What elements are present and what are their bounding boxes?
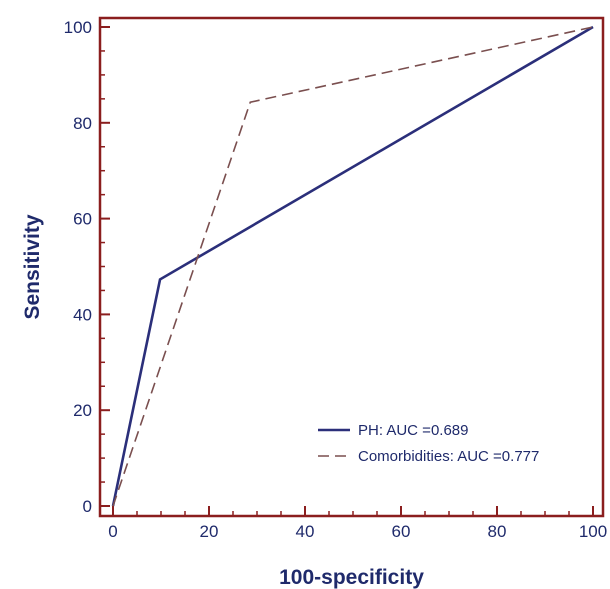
y-tick-label: 20 [73,401,92,420]
y-tick-label: 60 [73,210,92,229]
legend: PH: AUC =0.689 Comorbidities: AUC =0.777 [318,422,539,465]
y-axis-ticks: 0 20 40 60 80 100 [64,18,110,516]
y-tick-label: 40 [73,305,92,324]
legend-label-1: PH: AUC =0.689 [358,422,468,439]
x-tick-label: 80 [488,522,507,541]
y-tick-label: 0 [83,497,92,516]
y-tick-label: 80 [73,114,92,133]
x-axis-ticks: 0 20 40 60 80 100 [108,506,607,541]
x-tick-label: 60 [392,522,411,541]
y-tick-label: 100 [64,18,92,37]
x-tick-label: 20 [200,522,219,541]
series-line-2 [112,26,594,507]
x-tick-label: 100 [579,522,607,541]
series-layer [111,25,594,507]
x-axis-title: 100-specificity [279,566,424,589]
plot-frame [98,16,605,518]
x-tick-label: 0 [108,522,117,541]
series-line-1 [111,25,594,507]
legend-label-2: Comorbidities: AUC =0.777 [358,448,539,465]
x-tick-label: 40 [296,522,315,541]
y-axis-title: Sensitivity [21,214,44,319]
